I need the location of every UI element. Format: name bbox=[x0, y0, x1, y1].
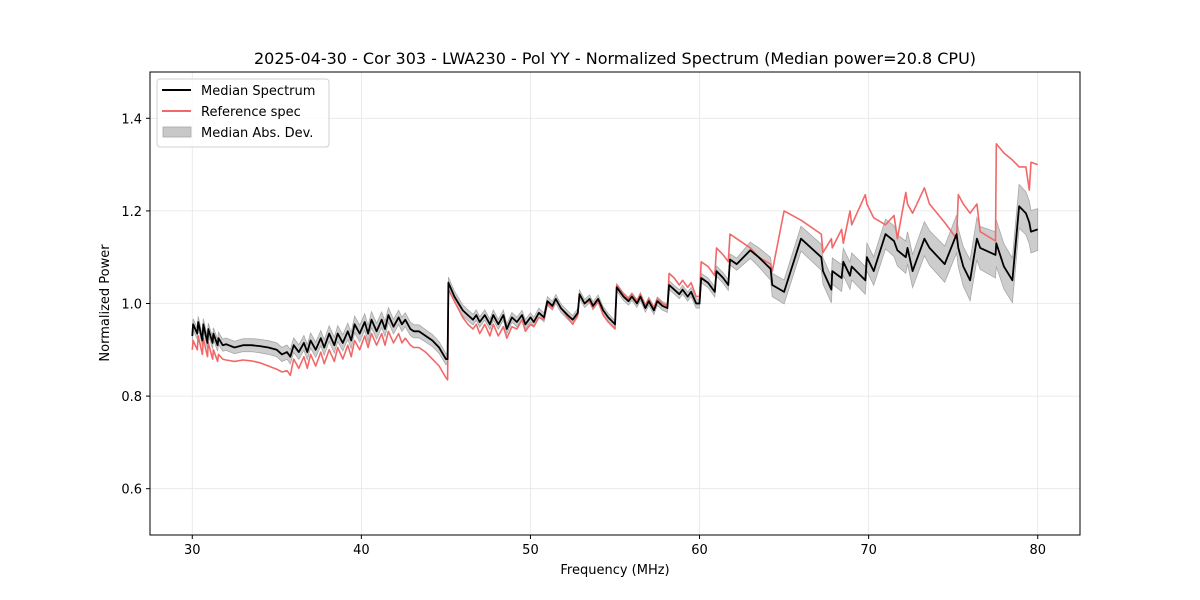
legend-label-reference: Reference spec bbox=[201, 105, 301, 120]
x-axis-label: Frequency (MHz) bbox=[560, 563, 669, 578]
x-tick-label: 60 bbox=[691, 543, 708, 558]
y-tick-label: 1.4 bbox=[121, 112, 142, 127]
x-axis: 30 40 50 60 70 80 bbox=[184, 535, 1046, 558]
legend-label-median: Median Spectrum bbox=[201, 84, 315, 99]
y-tick-label: 1.2 bbox=[121, 205, 142, 220]
y-axis: 0.6 0.8 1.0 1.2 1.4 bbox=[121, 112, 150, 498]
x-tick-label: 40 bbox=[353, 543, 370, 558]
mad-band bbox=[191, 183, 1039, 366]
median-spectrum-line bbox=[191, 205, 1038, 361]
y-tick-label: 0.8 bbox=[121, 390, 142, 405]
x-tick-label: 80 bbox=[1029, 543, 1046, 558]
x-tick-label: 50 bbox=[522, 543, 539, 558]
legend-swatch-mad bbox=[162, 126, 192, 138]
x-tick-label: 30 bbox=[184, 543, 201, 558]
y-tick-label: 0.6 bbox=[121, 483, 142, 498]
y-axis-label: Normalized Power bbox=[98, 244, 113, 362]
series-layer bbox=[191, 143, 1038, 381]
legend-box bbox=[156, 78, 330, 148]
chart-title: 2025-04-30 - Cor 303 - LWA230 - Pol YY -… bbox=[254, 49, 976, 68]
y-tick-label: 1.0 bbox=[121, 298, 142, 313]
mad-band-layer bbox=[191, 183, 1039, 366]
grid-lines bbox=[150, 72, 1080, 535]
x-tick-label: 70 bbox=[860, 543, 877, 558]
legend: Median Spectrum Reference spec Median Ab… bbox=[156, 78, 330, 148]
legend-label-mad: Median Abs. Dev. bbox=[201, 126, 313, 141]
